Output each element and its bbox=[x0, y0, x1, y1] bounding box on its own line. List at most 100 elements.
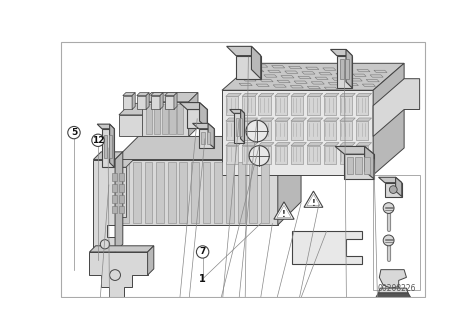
Polygon shape bbox=[379, 270, 406, 288]
Bar bbox=[201, 132, 205, 144]
Polygon shape bbox=[189, 92, 198, 136]
Text: !: ! bbox=[282, 210, 286, 219]
Bar bbox=[258, 121, 271, 140]
Polygon shape bbox=[102, 129, 114, 167]
Polygon shape bbox=[142, 92, 198, 102]
Polygon shape bbox=[302, 72, 315, 74]
Polygon shape bbox=[174, 92, 177, 110]
Polygon shape bbox=[199, 129, 214, 148]
Polygon shape bbox=[273, 85, 286, 87]
Bar bbox=[112, 206, 117, 213]
Bar bbox=[119, 206, 124, 213]
Polygon shape bbox=[119, 103, 192, 115]
Polygon shape bbox=[160, 92, 163, 110]
Bar bbox=[236, 118, 239, 136]
Polygon shape bbox=[306, 67, 319, 69]
Polygon shape bbox=[366, 79, 379, 82]
Bar bbox=[177, 104, 183, 134]
Polygon shape bbox=[336, 73, 349, 76]
Bar bbox=[119, 174, 124, 181]
Polygon shape bbox=[307, 86, 320, 89]
Polygon shape bbox=[298, 76, 311, 79]
Polygon shape bbox=[115, 159, 278, 225]
Circle shape bbox=[109, 270, 120, 280]
Bar bbox=[275, 96, 287, 115]
Polygon shape bbox=[374, 70, 387, 73]
Polygon shape bbox=[396, 177, 402, 197]
Polygon shape bbox=[242, 118, 258, 121]
Polygon shape bbox=[151, 95, 160, 110]
Circle shape bbox=[92, 134, 104, 146]
Polygon shape bbox=[156, 162, 164, 223]
Polygon shape bbox=[237, 162, 245, 223]
Bar bbox=[307, 96, 319, 115]
Polygon shape bbox=[109, 167, 126, 217]
Polygon shape bbox=[330, 50, 352, 56]
Circle shape bbox=[383, 235, 394, 246]
Text: 00208226: 00208226 bbox=[377, 284, 416, 293]
Polygon shape bbox=[349, 79, 362, 81]
Polygon shape bbox=[251, 46, 261, 79]
Polygon shape bbox=[356, 93, 372, 96]
Bar bbox=[226, 96, 238, 115]
Polygon shape bbox=[181, 103, 192, 136]
Polygon shape bbox=[379, 288, 408, 293]
Polygon shape bbox=[353, 74, 366, 76]
Bar bbox=[347, 157, 353, 174]
Bar bbox=[226, 121, 238, 140]
Bar bbox=[324, 96, 336, 115]
Polygon shape bbox=[323, 68, 336, 70]
Polygon shape bbox=[191, 162, 199, 223]
Polygon shape bbox=[234, 113, 245, 143]
Bar bbox=[340, 59, 344, 79]
Polygon shape bbox=[324, 87, 337, 89]
Text: 5: 5 bbox=[71, 128, 77, 137]
Bar bbox=[240, 118, 242, 136]
Polygon shape bbox=[307, 93, 323, 96]
Polygon shape bbox=[275, 143, 290, 146]
Circle shape bbox=[196, 246, 209, 258]
Bar bbox=[340, 146, 352, 164]
Polygon shape bbox=[145, 162, 152, 223]
Polygon shape bbox=[208, 123, 214, 148]
Text: 12: 12 bbox=[92, 136, 104, 145]
Polygon shape bbox=[202, 162, 210, 223]
Polygon shape bbox=[226, 118, 241, 121]
Polygon shape bbox=[242, 93, 258, 96]
Polygon shape bbox=[222, 63, 404, 90]
Polygon shape bbox=[97, 124, 114, 129]
Bar bbox=[207, 132, 210, 144]
Bar bbox=[242, 121, 255, 140]
Polygon shape bbox=[332, 78, 345, 80]
Polygon shape bbox=[324, 143, 339, 146]
Bar bbox=[340, 121, 352, 140]
Bar bbox=[324, 121, 336, 140]
Polygon shape bbox=[121, 162, 129, 223]
Bar bbox=[356, 157, 362, 174]
Polygon shape bbox=[179, 103, 207, 110]
Polygon shape bbox=[222, 90, 373, 175]
Bar bbox=[109, 135, 112, 158]
Bar bbox=[291, 146, 303, 164]
Polygon shape bbox=[291, 118, 307, 121]
Polygon shape bbox=[375, 293, 411, 298]
Polygon shape bbox=[315, 77, 328, 79]
Polygon shape bbox=[261, 162, 268, 223]
Polygon shape bbox=[307, 118, 323, 121]
Polygon shape bbox=[290, 86, 303, 88]
Polygon shape bbox=[278, 136, 301, 225]
Polygon shape bbox=[345, 154, 374, 179]
Polygon shape bbox=[274, 202, 294, 219]
Polygon shape bbox=[356, 143, 372, 146]
Bar bbox=[324, 146, 336, 164]
Polygon shape bbox=[256, 84, 269, 86]
Bar bbox=[340, 96, 352, 115]
Polygon shape bbox=[109, 124, 114, 167]
Polygon shape bbox=[291, 143, 307, 146]
Polygon shape bbox=[324, 93, 339, 96]
Polygon shape bbox=[93, 152, 123, 159]
Polygon shape bbox=[249, 162, 257, 223]
Polygon shape bbox=[132, 92, 135, 110]
Polygon shape bbox=[340, 143, 356, 146]
Bar bbox=[242, 96, 255, 115]
